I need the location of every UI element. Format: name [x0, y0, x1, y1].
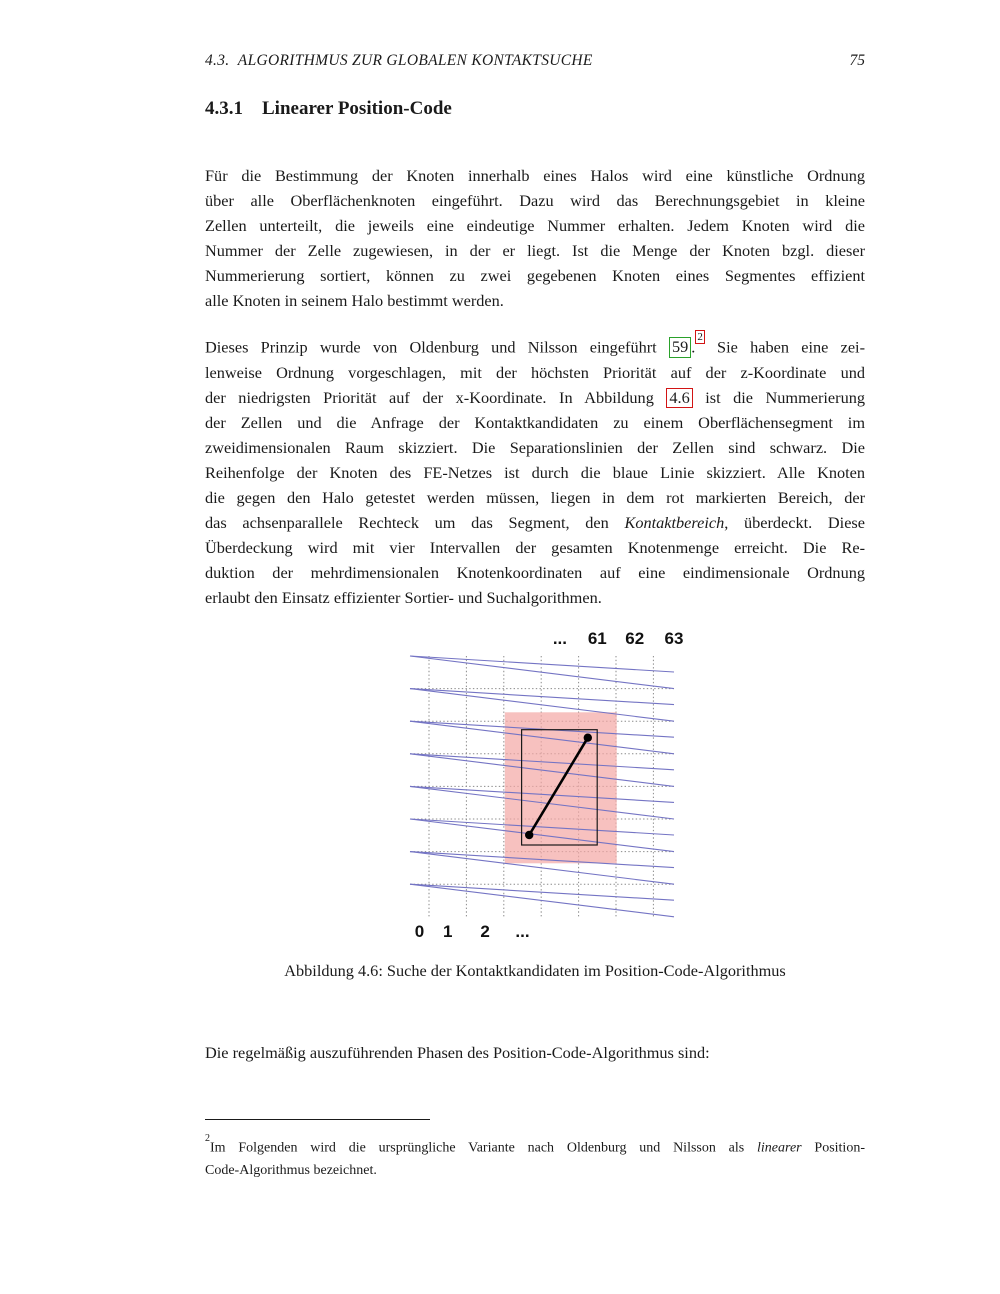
svg-text:0: 0 — [415, 922, 424, 941]
svg-text:63: 63 — [665, 629, 684, 648]
svg-text:...: ... — [553, 629, 567, 648]
svg-text:1: 1 — [443, 922, 452, 941]
svg-text:62: 62 — [625, 629, 644, 648]
svg-text:2: 2 — [480, 922, 489, 941]
svg-text:...: ... — [515, 922, 529, 941]
svg-text:61: 61 — [588, 629, 607, 648]
